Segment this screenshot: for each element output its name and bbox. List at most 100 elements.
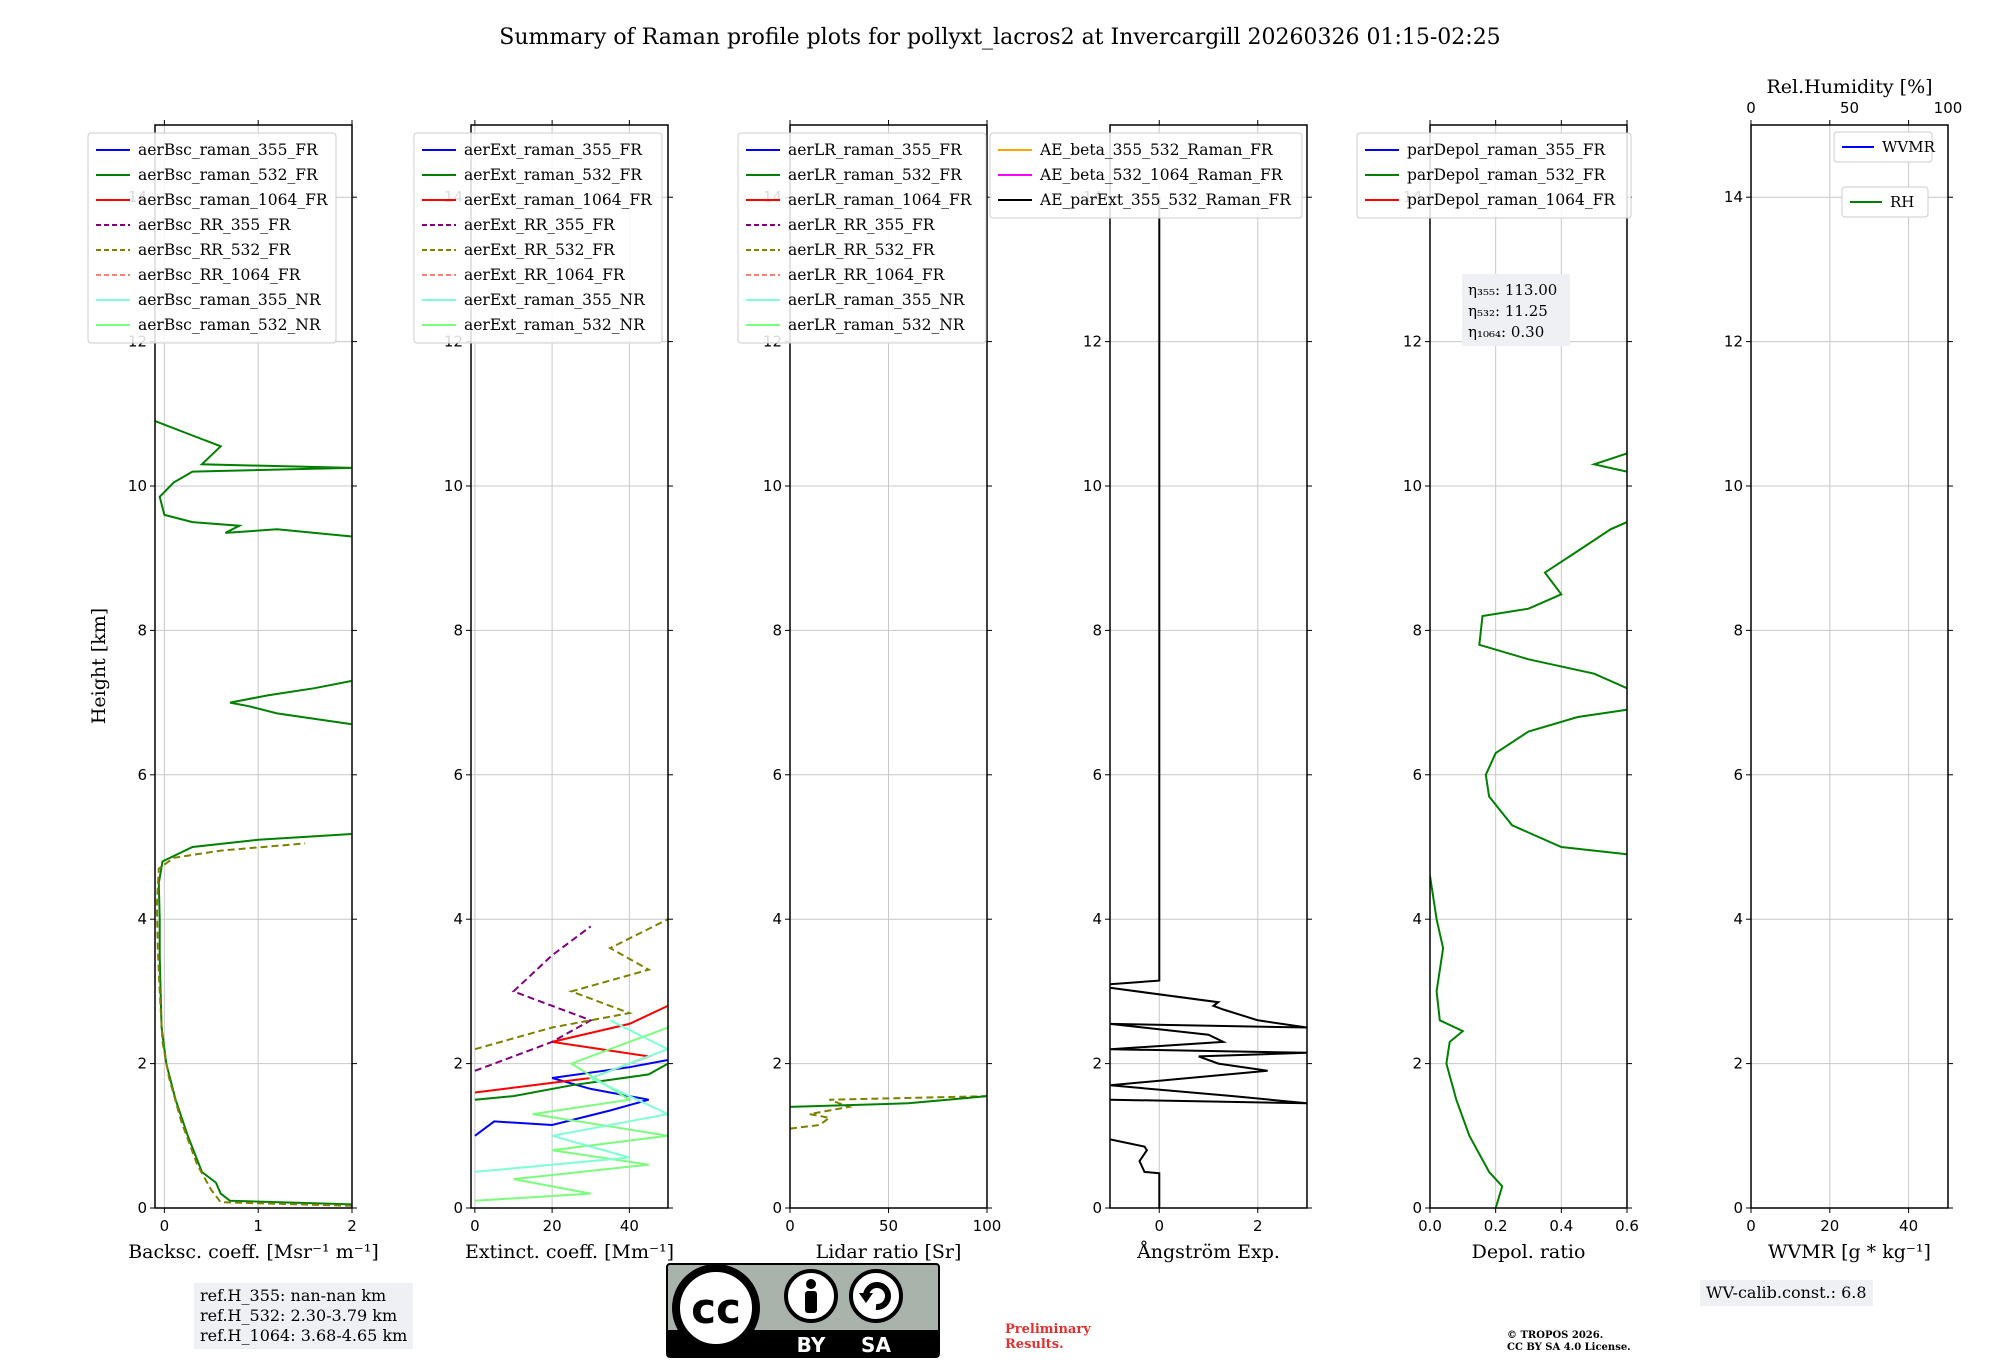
top-tick-label: 100 (1934, 99, 1963, 117)
legend-entry: RH (1890, 193, 1914, 211)
legend-frame (1841, 186, 1929, 218)
legend: WVMR (1833, 131, 1936, 163)
y-tick-label: 4 (1092, 910, 1102, 928)
x-tick-label: 20 (543, 1217, 562, 1235)
series-aerBsc_raman_532_FR_cirrus (155, 420, 352, 538)
x-tick-label: 50 (879, 1217, 898, 1235)
wv-calibration-box: WV-calib.const.: 6.8 (1700, 1280, 1873, 1306)
x-axis-label: Ångström Exp. (1136, 1241, 1280, 1263)
legend-entry: aerExt_raman_355_NR (464, 291, 646, 309)
series-AE_parExt_355_532_Raman_FR_mid (1110, 986, 1307, 1105)
y-tick-label: 0 (453, 1199, 463, 1217)
series-parDepol_raman_532_FR_mid (1484, 708, 1627, 856)
panel-1: 02468101214012Backsc. coeff. [Msr⁻¹ m⁻¹]… (87, 120, 379, 1263)
reference-heights-box: ref.H_355: nan-nan km ref.H_532: 2.30-3.… (194, 1283, 414, 1349)
x-tick-label: 2 (1253, 1217, 1263, 1235)
y-tick-label: 6 (1412, 766, 1422, 784)
x-tick-label: 1 (253, 1217, 263, 1235)
x-tick-label: 40 (1899, 1217, 1918, 1235)
legend-entry: aerExt_raman_355_FR (464, 141, 643, 159)
top-tick-label: 0 (1746, 99, 1756, 117)
legend-entry: parDepol_raman_532_FR (1407, 166, 1607, 184)
x-tick-label: 0 (470, 1217, 480, 1235)
copyright-note: © TROPOS 2026. CC BY SA 4.0 License. (1507, 1330, 1631, 1354)
legend-frame (737, 132, 987, 344)
sa-label: SA (861, 1333, 891, 1357)
y-tick-label: 0 (772, 1199, 782, 1217)
y-tick-label: 4 (772, 910, 782, 928)
x-axis-label: Extinct. coeff. [Mm⁻¹] (465, 1241, 674, 1263)
legend-frame (1356, 132, 1632, 219)
series-aerBsc_RR_532_FR (155, 842, 352, 1207)
x-tick-label: 2 (347, 1217, 357, 1235)
y-tick-label: 6 (1733, 766, 1743, 784)
series-aerExt_RR_532_FR (474, 918, 668, 1051)
x-axis-label: Backsc. coeff. [Msr⁻¹ m⁻¹] (128, 1241, 379, 1263)
series-aerExt_raman_532_NR (474, 1026, 668, 1202)
y-tick-label: 2 (137, 1055, 147, 1073)
legend-entry: AE_parExt_355_532_Raman_FR (1039, 191, 1292, 209)
y-tick-label: 12 (1724, 333, 1743, 351)
eta-value: η₃₅₅: 113.00 (1468, 281, 1557, 299)
legend-entry: aerLR_RR_532_FR (788, 241, 936, 259)
y-tick-label: 2 (453, 1055, 463, 1073)
series-group (1110, 197, 1307, 1208)
y-tick-label: 8 (1733, 621, 1743, 639)
y-tick-label: 2 (1733, 1055, 1743, 1073)
y-tick-label: 8 (453, 621, 463, 639)
y-tick-label: 0 (1733, 1199, 1743, 1217)
legend-entry: aerExt_raman_532_NR (464, 316, 646, 334)
y-tick-label: 8 (1412, 621, 1422, 639)
legend-entry: aerLR_raman_532_FR (788, 166, 963, 184)
ref-height-1064: ref.H_1064: 3.68-4.65 km (200, 1326, 408, 1345)
y-tick-label: 6 (137, 766, 147, 784)
axes-frame (470, 124, 669, 1209)
y-tick-label: 14 (1724, 188, 1743, 206)
ref-height-355: ref.H_355: nan-nan km (200, 1286, 387, 1305)
legend-entry: aerExt_RR_532_FR (464, 241, 616, 259)
x-tick-label: 100 (973, 1217, 1002, 1235)
series-group (790, 1095, 987, 1130)
series-aerLR_raman_532_FR (790, 1095, 987, 1108)
preliminary-note: Preliminary Results. (1005, 1322, 1091, 1352)
y-tick-label: 4 (1733, 910, 1743, 928)
y-tick-label: 12 (1083, 333, 1102, 351)
legend-frame (989, 132, 1303, 219)
legend: aerLR_raman_355_FR aerLR_raman_532_FR aerL… (737, 132, 987, 344)
copyright-line-2: CC BY SA 4.0 License. (1507, 1342, 1631, 1353)
axes-frame (154, 124, 353, 1209)
x-tick-label: 0 (1746, 1217, 1756, 1235)
legend-frame (413, 132, 663, 344)
legend-entry: aerExt_RR_1064_FR (464, 266, 626, 284)
series-parDepol_raman_532_FR (1430, 875, 1504, 1208)
x-tick-label: 0 (1154, 1217, 1164, 1235)
legend-entry: aerBsc_RR_1064_FR (138, 266, 302, 284)
x-tick-label: 40 (620, 1217, 639, 1235)
legend-frame (1833, 131, 1933, 163)
legend-entry: aerBsc_RR_532_FR (138, 241, 292, 259)
by-label: BY (797, 1333, 826, 1357)
x-tick-label: 0.4 (1549, 1217, 1573, 1235)
legend: aerBsc_raman_355_FR aerBsc_raman_532_FRae… (87, 132, 337, 344)
series-aerExt_raman_1064_FR (474, 1004, 668, 1094)
legend: AE_beta_355_532_Raman_FR AE_beta_532_1064… (989, 132, 1303, 219)
series-aerBsc_raman_532_FR (157, 833, 352, 1206)
x-tick-label: 0.0 (1418, 1217, 1442, 1235)
x-axis-label: WVMR [g * kg⁻¹] (1768, 1241, 1931, 1263)
x-tick-label: 20 (1820, 1217, 1839, 1235)
legend-entry: aerBsc_raman_1064_FR (138, 191, 329, 209)
y-tick-label: 10 (1724, 477, 1743, 495)
legend-entry: aerExt_raman_1064_FR (464, 191, 653, 209)
cc-mark: cc (691, 1284, 741, 1333)
series-AE_parExt_355_532_Raman_FR (1110, 1138, 1161, 1208)
legend-entry: aerLR_raman_1064_FR (788, 191, 973, 209)
series-aerExt_raman_532_FR (474, 1062, 668, 1101)
legend: parDepol_raman_355_FR parDepol_raman_532_… (1356, 132, 1632, 219)
copyright-line-1: © TROPOS 2026. (1507, 1330, 1604, 1341)
legend-frame (87, 132, 337, 344)
y-tick-label: 4 (453, 910, 463, 928)
ref-height-532: ref.H_532: 2.30-3.79 km (200, 1306, 398, 1325)
top-tick-label: 50 (1840, 99, 1859, 117)
y-tick-label: 0 (137, 1199, 147, 1217)
